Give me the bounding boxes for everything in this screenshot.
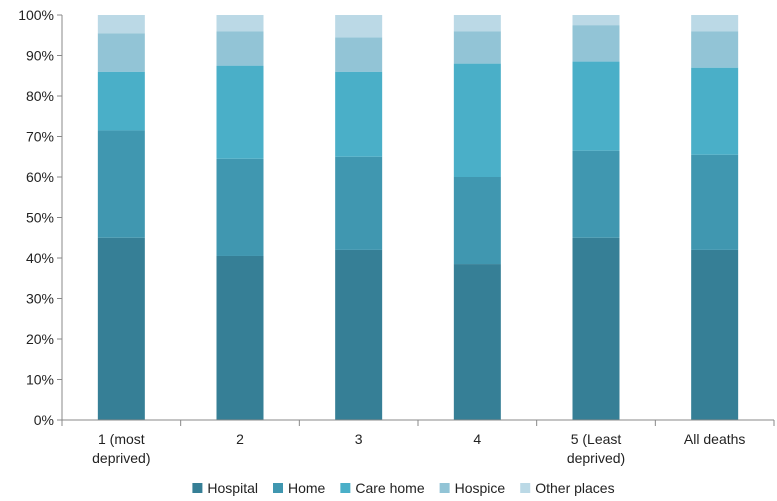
bar-segment-hospital — [335, 249, 383, 420]
y-tick-label: 40% — [26, 250, 54, 266]
x-category-label: 2 — [236, 431, 244, 447]
legend-label: Home — [288, 480, 326, 496]
bar-segment-hospital — [691, 249, 739, 420]
y-tick-label: 20% — [26, 331, 54, 347]
x-category-label: 3 — [355, 431, 363, 447]
legend-swatch — [520, 483, 531, 493]
x-category-label: All deaths — [684, 431, 745, 447]
bar-segment-care-home — [216, 65, 264, 159]
legend: Hospital Home Care home Hospice Other places — [192, 480, 615, 496]
y-tick-label: 30% — [26, 291, 54, 307]
bar-segment-hospice — [453, 31, 501, 64]
legend-swatch — [192, 483, 203, 493]
legend-swatch — [340, 483, 351, 493]
bar-segment-other-places — [335, 15, 383, 38]
bar-segment-hospital — [453, 264, 501, 420]
bar-segment-home — [453, 177, 501, 265]
bar-segment-hospital — [572, 237, 620, 420]
bar-segment-care-home — [691, 67, 739, 155]
bar-segment-care-home — [572, 61, 620, 151]
bar-segment-hospice — [691, 31, 739, 68]
bar-segment-other-places — [572, 15, 620, 26]
legend-item-home: Home — [273, 480, 326, 496]
y-tick-label: 60% — [26, 169, 54, 185]
x-category-label: 1 (most deprived) — [92, 431, 150, 466]
y-tick-label: 50% — [26, 210, 54, 226]
x-category-label: 4 — [473, 431, 481, 447]
y-tick-label: 80% — [26, 88, 54, 104]
bar-segment-hospice — [97, 33, 145, 72]
bar-segment-care-home — [453, 63, 501, 177]
bar-segment-home — [691, 154, 739, 250]
y-axis: 0% 10% 20% 30% 40% 50% 60% 70% 80% 90% 100% — [18, 7, 63, 428]
legend-label: Hospital — [207, 480, 258, 496]
bar-segment-hospice — [335, 37, 383, 72]
bar-segment-care-home — [335, 71, 383, 157]
legend-item-other-places: Other places — [520, 480, 615, 496]
bar-segment-other-places — [453, 15, 501, 32]
legend-label: Hospice — [455, 480, 506, 496]
y-tick-label: 10% — [26, 372, 54, 388]
bars — [97, 15, 739, 420]
bar-segment-other-places — [97, 15, 145, 34]
y-tick-label: 70% — [26, 129, 54, 145]
legend-swatch — [273, 483, 283, 493]
bar-segment-hospital — [97, 237, 145, 420]
legend-label: Care home — [355, 480, 424, 496]
bar-segment-hospice — [572, 25, 620, 62]
bar-segment-home — [216, 158, 264, 256]
bar-segment-hospital — [216, 255, 264, 420]
legend-item-hospital: Hospital — [192, 480, 258, 496]
legend-label: Other places — [535, 480, 614, 496]
bar-segment-other-places — [216, 15, 264, 32]
legend-item-hospice: Hospice — [439, 480, 506, 496]
x-category-label: 5 (Least deprived) — [567, 431, 625, 466]
bar-segment-hospice — [216, 31, 264, 66]
y-tick-label: 0% — [34, 412, 54, 428]
y-tick-label: 100% — [18, 7, 54, 23]
bar-segment-care-home — [97, 71, 145, 131]
bar-segment-home — [335, 156, 383, 250]
bar-segment-home — [572, 150, 620, 238]
bar-segment-other-places — [691, 15, 739, 32]
legend-swatch — [439, 483, 450, 493]
x-axis: 1 (most deprived) 2 3 4 5 (Least deprived) All … — [61, 419, 775, 466]
y-tick-label: 90% — [26, 48, 54, 64]
legend-item-care-home: Care home — [340, 480, 425, 496]
bar-segment-home — [97, 130, 145, 238]
